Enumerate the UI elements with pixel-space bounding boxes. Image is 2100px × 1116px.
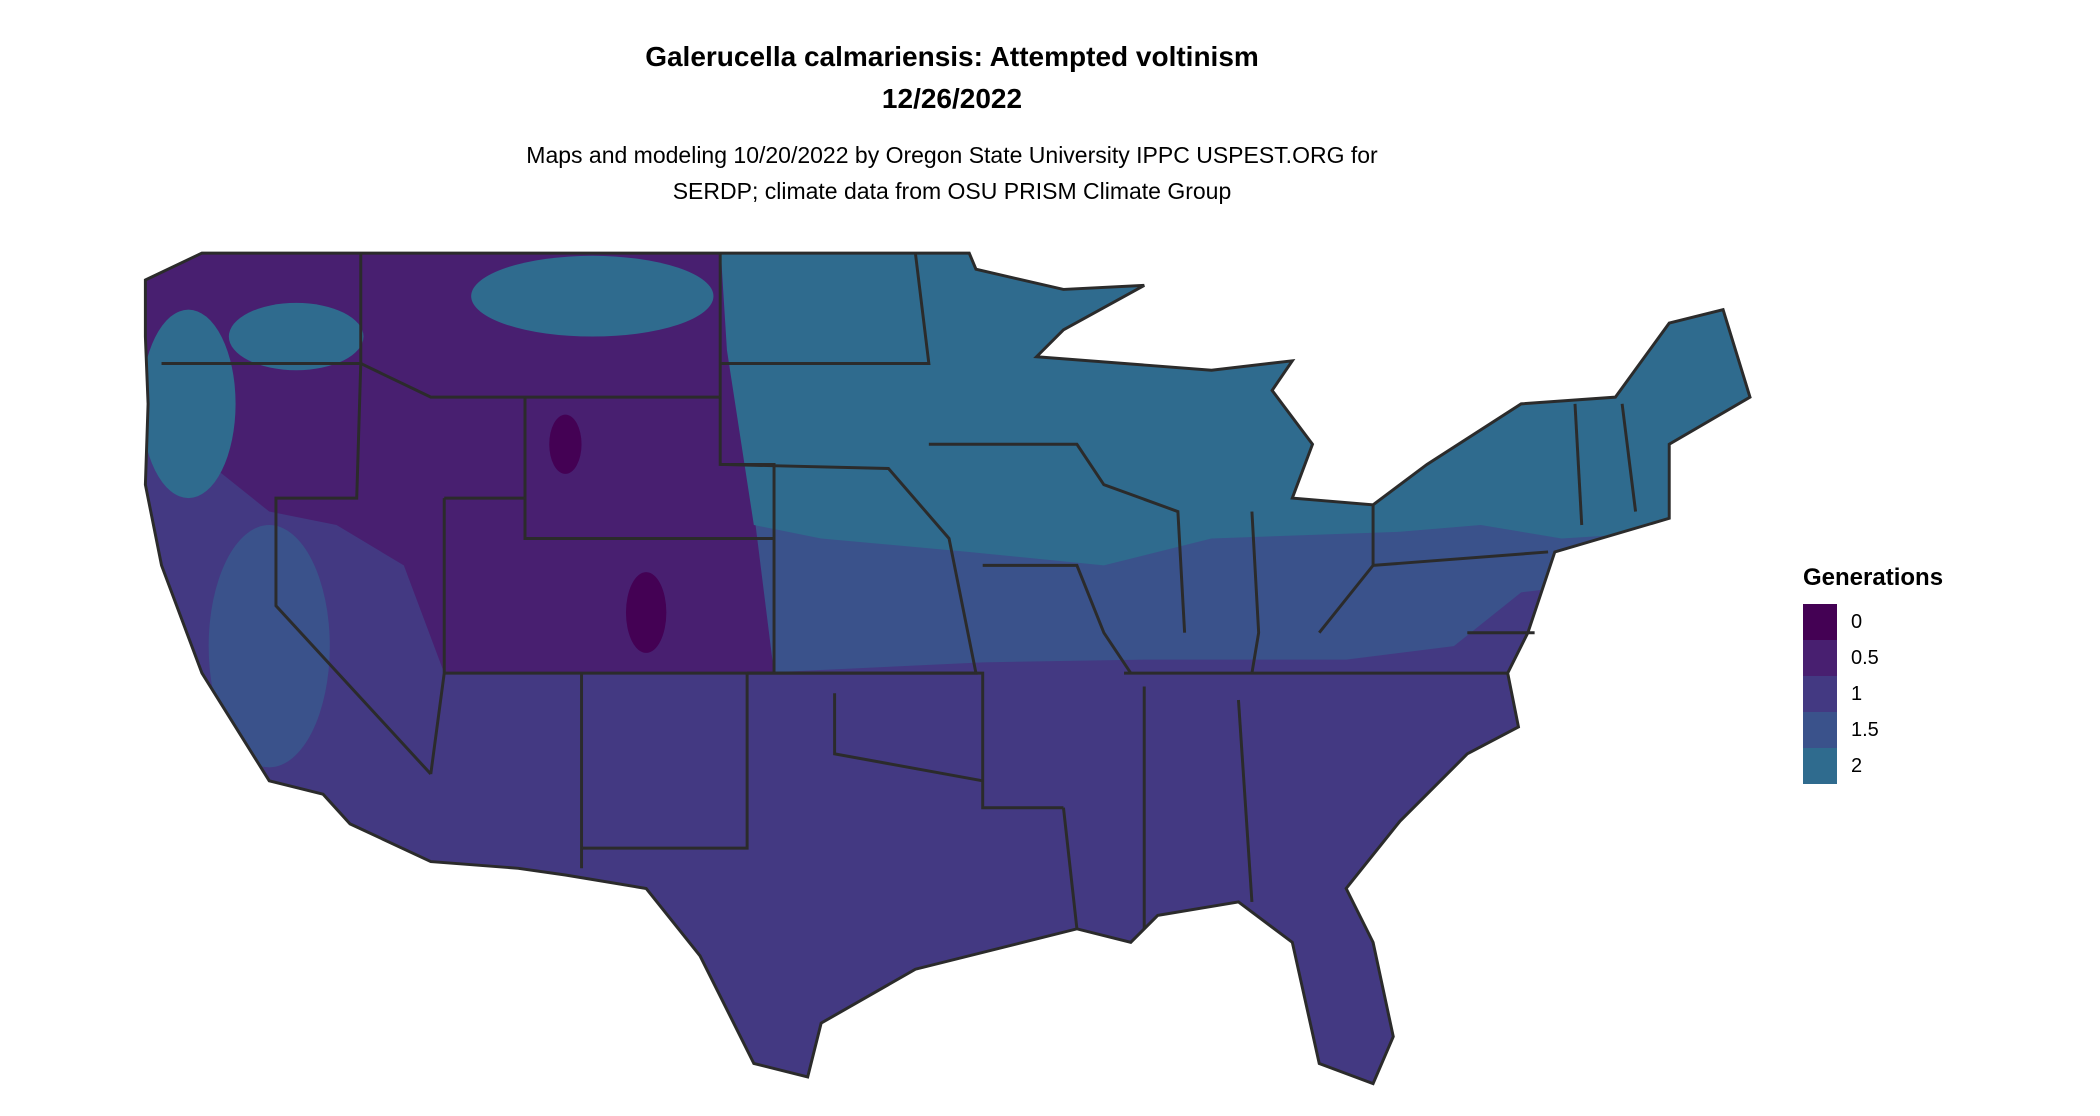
subtitle-line-2: SERDP; climate data from OSU PRISM Clima… [672, 178, 1232, 204]
legend-label: 0 [1851, 610, 1863, 633]
legend-swatch [1803, 604, 1837, 640]
chart-title: Galerucella calmariensis: Attempted volt… [645, 41, 1259, 72]
region-value-1-california [208, 525, 330, 768]
legend-swatch [1803, 748, 1837, 784]
chart-date: 12/26/2022 [881, 83, 1023, 114]
legend-swatch [1803, 640, 1837, 676]
legend-swatch [1803, 676, 1837, 712]
legend: Generations 0 0.5 1 1.5 2 [1803, 564, 1943, 784]
legend-label: 1 [1851, 682, 1863, 705]
legend-item: 0.5 [1803, 640, 1943, 676]
region-value-0-colorado [625, 572, 667, 653]
legend-title: Generations [1803, 564, 1944, 591]
state-borders [143, 251, 1752, 1086]
legend-item: 1 [1803, 676, 1943, 712]
legend-swatch [1803, 712, 1837, 748]
legend-label: 0.5 [1851, 646, 1879, 669]
legend-item: 2 [1803, 748, 1943, 784]
legend-label: 2 [1851, 754, 1863, 777]
region-value-2-columbia [228, 302, 364, 371]
region-value-2-montana [471, 255, 714, 337]
region-value-2 [720, 253, 1751, 566]
subtitle-line-1: Maps and modeling 10/20/2022 by Oregon S… [526, 142, 1378, 168]
region-value-2-west-coast [145, 309, 236, 499]
legend-item: 1.5 [1803, 712, 1943, 748]
legend-item: 0 [1803, 604, 1943, 640]
legend-label: 1.5 [1851, 718, 1879, 741]
region-value-0-wyoming [549, 414, 582, 474]
